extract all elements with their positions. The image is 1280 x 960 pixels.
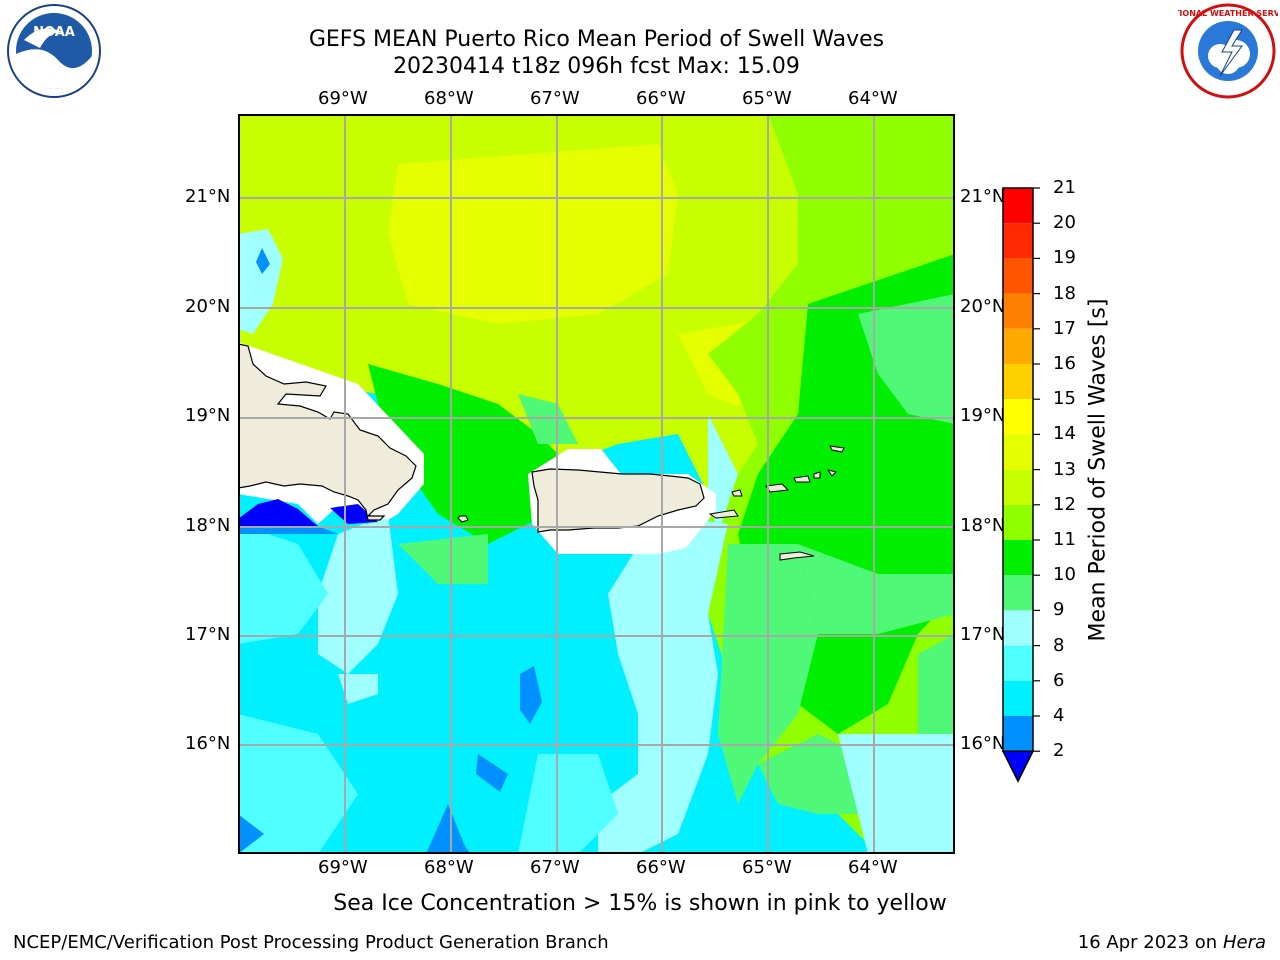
colorbar-tick-label: 12 bbox=[1053, 493, 1076, 515]
lat-label-right: 21°N bbox=[960, 186, 1006, 207]
lon-label-top: 65°W bbox=[742, 88, 792, 109]
colorbar-band bbox=[1003, 258, 1033, 294]
colorbar-band bbox=[1003, 504, 1033, 540]
lat-label-right: 19°N bbox=[960, 405, 1006, 426]
colorbar-tick-label: 10 bbox=[1053, 564, 1076, 586]
colorbar-tick-label: 11 bbox=[1053, 529, 1076, 550]
lat-label-left: 20°N bbox=[185, 296, 231, 317]
lat-label-left: 16°N bbox=[185, 733, 231, 754]
colorbar-tick-label: 14 bbox=[1053, 423, 1076, 445]
colorbar-title: Mean Period of Swell Waves [s] bbox=[1085, 298, 1111, 642]
map-frame bbox=[238, 114, 955, 854]
colorbar-tick-label: 4 bbox=[1053, 705, 1065, 726]
colorbar-band bbox=[1003, 188, 1033, 224]
lon-label-top: 64°W bbox=[848, 88, 898, 109]
lon-label-top: 68°W bbox=[424, 88, 474, 109]
lon-label-top: 66°W bbox=[636, 88, 686, 109]
colorbar-extend-triangle bbox=[1001, 750, 1035, 783]
lon-label-bottom: 67°W bbox=[530, 857, 580, 878]
date-text: 16 Apr 2023 on bbox=[1077, 932, 1223, 953]
noaa-logo-text: NOAA bbox=[33, 25, 75, 40]
lon-label-top: 69°W bbox=[318, 88, 368, 109]
colorbar bbox=[1001, 187, 1040, 783]
lon-label-bottom: 64°W bbox=[848, 857, 898, 878]
colorbar-tick-label: 19 bbox=[1053, 247, 1076, 269]
lat-label-left: 17°N bbox=[185, 624, 231, 645]
sea-ice-note: Sea Ice Concentration > 15% is shown in … bbox=[333, 891, 947, 916]
colorbar-band bbox=[1003, 364, 1033, 400]
nws-logo-text: NATIONAL WEATHER SERVICE bbox=[1178, 9, 1278, 18]
noaa-logo: NOAA bbox=[7, 4, 101, 98]
colorbar-tick-label: 13 bbox=[1053, 458, 1076, 480]
lon-label-bottom: 65°W bbox=[742, 857, 792, 878]
lon-label-top: 67°W bbox=[530, 88, 580, 109]
lat-label-right: 18°N bbox=[960, 515, 1006, 536]
map-subtitle: 20230414 t18z 096h fcst Max: 15.09 bbox=[393, 54, 800, 79]
generation-date: 16 Apr 2023 on Hera bbox=[1078, 932, 1266, 953]
colorbar-tick-label: 9 bbox=[1053, 599, 1065, 621]
lat-label-left: 19°N bbox=[185, 405, 231, 426]
lon-label-bottom: 69°W bbox=[318, 857, 368, 878]
colorbar-tick-label: 18 bbox=[1053, 282, 1076, 304]
machine-name: Hera bbox=[1222, 932, 1266, 953]
nws-logo: NATIONAL WEATHER SERVICE bbox=[1178, 3, 1278, 99]
colorbar-band bbox=[1003, 399, 1033, 435]
colorbar-tick-label: 2 bbox=[1053, 740, 1065, 762]
colorbar-tick-label: 16 bbox=[1053, 353, 1076, 374]
colorbar-band bbox=[1003, 328, 1033, 364]
swell-period-map bbox=[238, 114, 955, 854]
lat-label-left: 21°N bbox=[185, 186, 231, 207]
producer-credit: NCEP/EMC/Verification Post Processing Pr… bbox=[13, 932, 609, 953]
colorbar-band bbox=[1003, 223, 1033, 259]
colorbar-band bbox=[1003, 434, 1033, 470]
lon-label-bottom: 68°W bbox=[424, 857, 474, 878]
colorbar-band bbox=[1003, 680, 1033, 716]
colorbar-tick-label: 17 bbox=[1053, 317, 1076, 339]
lat-label-left: 18°N bbox=[185, 515, 231, 536]
colorbar-band bbox=[1003, 293, 1033, 329]
colorbar-band bbox=[1003, 716, 1033, 752]
lat-label-right: 17°N bbox=[960, 624, 1006, 645]
colorbar-tick-label: 20 bbox=[1053, 212, 1076, 234]
graticule bbox=[238, 114, 955, 854]
colorbar-band bbox=[1003, 540, 1033, 576]
colorbar-tick-label: 21 bbox=[1053, 177, 1076, 198]
colorbar-band bbox=[1003, 610, 1033, 646]
lon-label-bottom: 66°W bbox=[636, 857, 686, 878]
colorbar-tick-label: 6 bbox=[1053, 669, 1065, 691]
lat-label-right: 16°N bbox=[960, 733, 1006, 754]
colorbar-tick-label: 8 bbox=[1053, 634, 1065, 656]
colorbar-band bbox=[1003, 645, 1033, 681]
map-title: GEFS MEAN Puerto Rico Mean Period of Swe… bbox=[308, 27, 885, 52]
hispaniola-land bbox=[238, 343, 417, 521]
colorbar-band bbox=[1003, 469, 1033, 505]
lat-label-right: 20°N bbox=[960, 296, 1006, 317]
colorbar-tick-label: 15 bbox=[1053, 388, 1076, 410]
colorbar-band bbox=[1003, 575, 1033, 611]
